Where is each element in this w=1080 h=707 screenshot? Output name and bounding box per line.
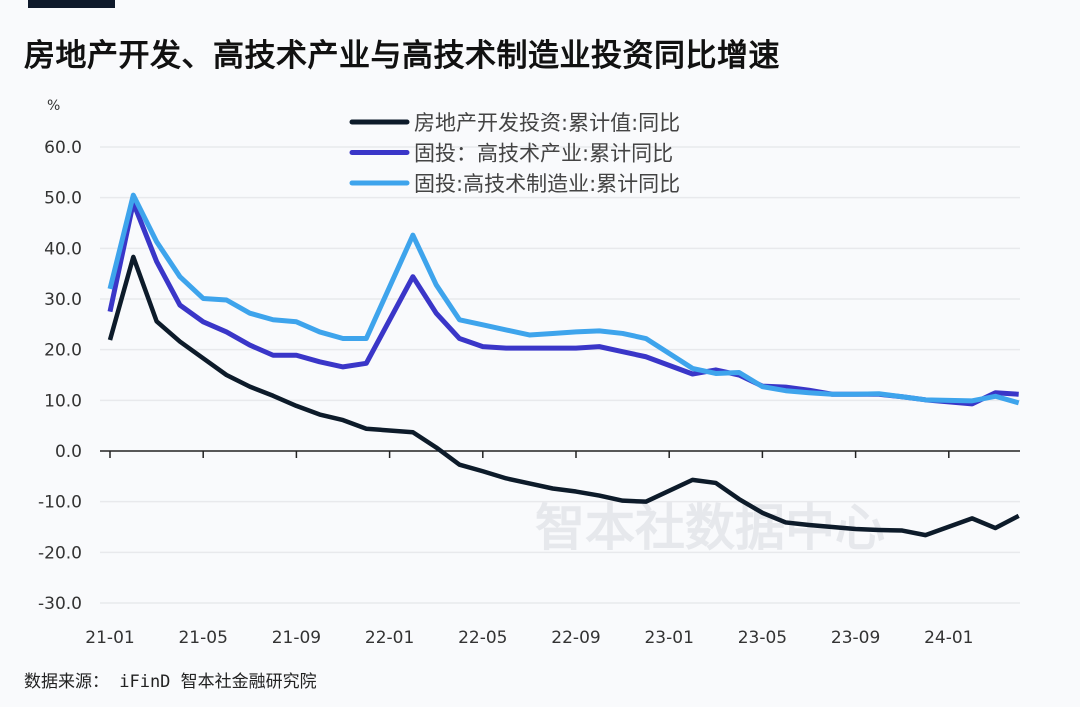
- x-tick-label: 22-05: [458, 628, 507, 648]
- y-tick-label: 60.0: [44, 138, 82, 158]
- y-tick-label: -20.0: [38, 543, 82, 563]
- x-tick-label: 21-01: [85, 628, 134, 648]
- y-tick-label: 10.0: [44, 391, 82, 411]
- x-tick-label: 23-05: [738, 628, 787, 648]
- source-note: 数据来源： iFinD 智本社金融研究院: [24, 672, 317, 692]
- series-line-2: [107, 200, 1019, 407]
- legend-label-1: 房地产开发投资:累计值:同比: [414, 111, 680, 135]
- chart-title: 房地产开发、高技术产业与高技术制造业投资同比增速: [24, 38, 780, 74]
- y-tick-label: 0.0: [55, 442, 82, 462]
- y-tick-label: -10.0: [38, 493, 82, 513]
- x-tick-label: 24-01: [924, 628, 973, 648]
- x-tick-label: 23-09: [831, 628, 880, 648]
- title-accent-bar: [28, 0, 115, 8]
- y-tick-label: 40.0: [44, 239, 82, 259]
- x-tick-label: 21-05: [178, 628, 227, 648]
- legend-label-3: 固投:高技术制造业:累计同比: [414, 172, 680, 196]
- y-tick-label: -30.0: [38, 594, 82, 614]
- x-tick-label: 23-01: [644, 628, 693, 648]
- x-tick-label: 22-09: [551, 628, 600, 648]
- x-tick-label: 22-01: [365, 628, 414, 648]
- y-tick-label: 30.0: [44, 290, 82, 310]
- y-tick-label: 20.0: [44, 341, 82, 361]
- y-tick-label: 50.0: [44, 189, 82, 209]
- legend-label-2: 固投：高技术产业:累计同比: [414, 142, 673, 166]
- y-axis-unit: %: [47, 98, 61, 114]
- x-tick-label: 21-09: [272, 628, 321, 648]
